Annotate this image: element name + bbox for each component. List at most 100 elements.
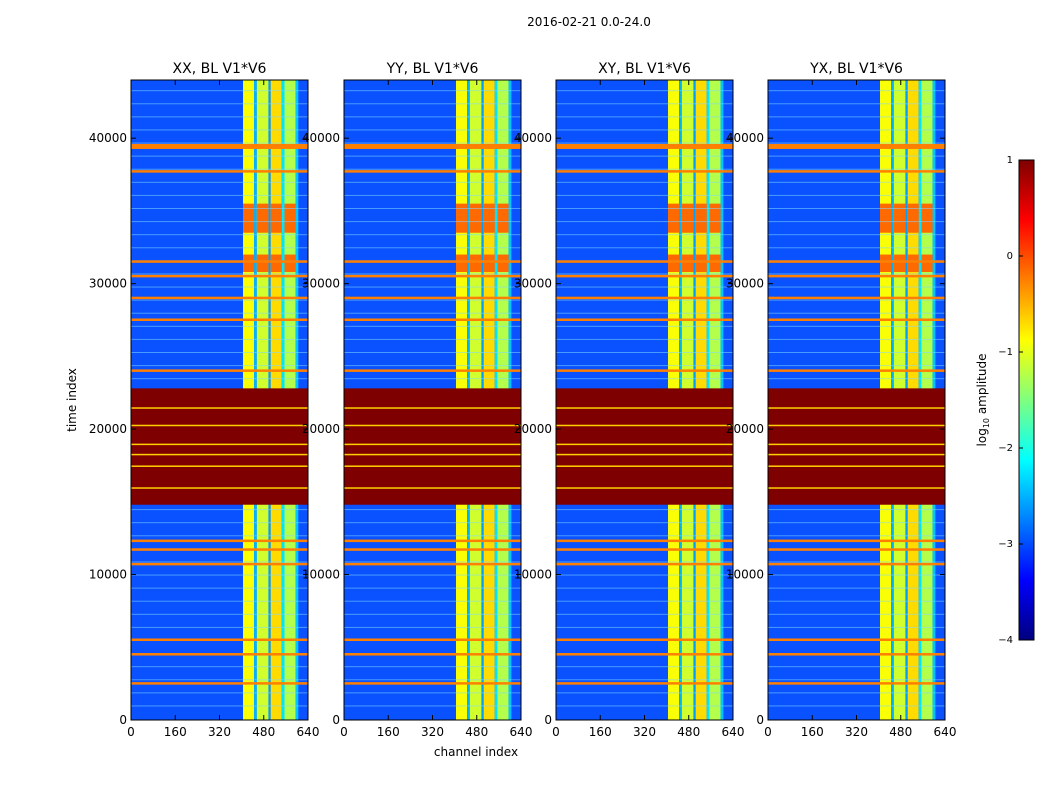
strong-emission-block: [483, 203, 495, 233]
saturated-line: [344, 443, 521, 446]
heatmap-image: [768, 80, 945, 720]
time-dropout-line: [556, 535, 733, 537]
time-dropout-line: [556, 234, 733, 236]
colorbar-tick-label: −1: [998, 347, 1013, 358]
saturated-line: [131, 453, 308, 456]
flagged-row: [131, 682, 308, 685]
y-tick-label: 10000: [726, 568, 764, 582]
time-dropout-line: [768, 221, 945, 223]
time-dropout-line: [344, 234, 521, 236]
time-dropout-line: [768, 116, 945, 118]
flagged-row: [344, 548, 521, 551]
x-tick-label: 0: [340, 725, 348, 739]
flagged-row: [131, 170, 308, 173]
strong-emission-block: [456, 203, 468, 233]
time-dropout-line: [131, 286, 308, 288]
x-axis-label: channel index: [434, 745, 518, 759]
flagged-row: [556, 274, 733, 278]
time-dropout-line: [344, 613, 521, 615]
x-tick-label: 320: [845, 725, 868, 739]
time-dropout-line: [344, 247, 521, 249]
time-dropout-line: [131, 378, 308, 380]
y-tick-label: 40000: [302, 131, 340, 145]
time-dropout-line: [131, 234, 308, 236]
flagged-row: [768, 638, 945, 641]
heatmap-image: [344, 80, 521, 720]
saturated-line: [556, 407, 733, 409]
flagged-row: [768, 562, 945, 566]
time-dropout-line: [768, 168, 945, 170]
time-dropout-line: [768, 194, 945, 196]
time-dropout-line: [768, 626, 945, 628]
time-dropout-line: [768, 312, 945, 314]
x-tick-label: 320: [633, 725, 656, 739]
time-dropout-line: [556, 103, 733, 105]
waterfall-panel: YX, BL V1*V6 0 160 320 480 640 0 10000 20000 3000…: [726, 61, 957, 739]
time-dropout-line: [768, 247, 945, 249]
flagged-row: [768, 369, 945, 372]
time-dropout-line: [131, 142, 308, 144]
colorbar-tick-label: −2: [998, 443, 1013, 454]
time-dropout-line: [556, 221, 733, 223]
flagged-row: [131, 653, 308, 656]
time-dropout-line: [556, 522, 733, 524]
time-dropout-line: [344, 90, 521, 92]
time-dropout-line: [556, 365, 733, 367]
strong-emission-block: [880, 254, 892, 272]
time-dropout-line: [768, 666, 945, 668]
time-dropout-line: [768, 535, 945, 537]
time-dropout-line: [131, 679, 308, 681]
time-dropout-line: [344, 129, 521, 131]
colorbar-ticks: 1 0 −1 −2 −3 −4: [998, 155, 1023, 646]
time-dropout-line: [556, 352, 733, 353]
x-tick-label: 0: [764, 725, 772, 739]
time-dropout-line: [131, 155, 308, 157]
time-dropout-line: [556, 679, 733, 681]
flagged-row: [344, 260, 521, 263]
strong-emission-block: [284, 254, 296, 272]
strong-emission-block: [907, 203, 919, 233]
time-dropout-line: [768, 299, 945, 301]
saturated-line: [768, 407, 945, 409]
colorbar-tick-label: −4: [998, 635, 1013, 646]
flagged-row: [556, 143, 733, 149]
time-dropout-line: [768, 103, 945, 105]
time-dropout-line: [556, 142, 733, 144]
saturated-line: [344, 453, 521, 456]
flagged-row: [556, 318, 733, 321]
time-dropout-line: [131, 666, 308, 668]
time-dropout-line: [131, 221, 308, 223]
time-dropout-line: [131, 522, 308, 524]
y-tick-label: 20000: [89, 422, 127, 436]
time-dropout-line: [768, 273, 945, 275]
y-tick-label: 30000: [514, 277, 552, 291]
x-tick-label: 320: [208, 725, 231, 739]
x-tick-label: 640: [510, 725, 533, 739]
flagged-row: [131, 260, 308, 263]
x-tick-label: 0: [127, 725, 135, 739]
time-dropout-line: [556, 194, 733, 196]
time-dropout-line: [768, 692, 945, 694]
time-dropout-line: [344, 365, 521, 367]
time-dropout-line: [556, 181, 733, 183]
time-dropout-line: [344, 273, 521, 275]
time-dropout-line: [131, 273, 308, 275]
strong-emission-block: [921, 254, 933, 272]
x-tick-label: 480: [677, 725, 700, 739]
time-dropout-line: [556, 325, 733, 327]
time-dropout-line: [768, 600, 945, 602]
time-dropout-line: [768, 509, 945, 511]
x-tick-label: 160: [801, 725, 824, 739]
time-dropout-line: [344, 286, 521, 288]
y-tick-label: 40000: [89, 131, 127, 145]
y-tick-label: 10000: [302, 568, 340, 582]
time-dropout-line: [556, 626, 733, 628]
flagged-row: [556, 638, 733, 641]
time-dropout-line: [344, 103, 521, 105]
y-tick-label: 40000: [726, 131, 764, 145]
time-dropout-line: [556, 247, 733, 249]
time-dropout-line: [131, 116, 308, 118]
strong-emission-block: [695, 254, 707, 272]
figure-suptitle: 2016-02-21 0.0-24.0: [527, 15, 651, 29]
time-dropout-line: [131, 90, 308, 92]
